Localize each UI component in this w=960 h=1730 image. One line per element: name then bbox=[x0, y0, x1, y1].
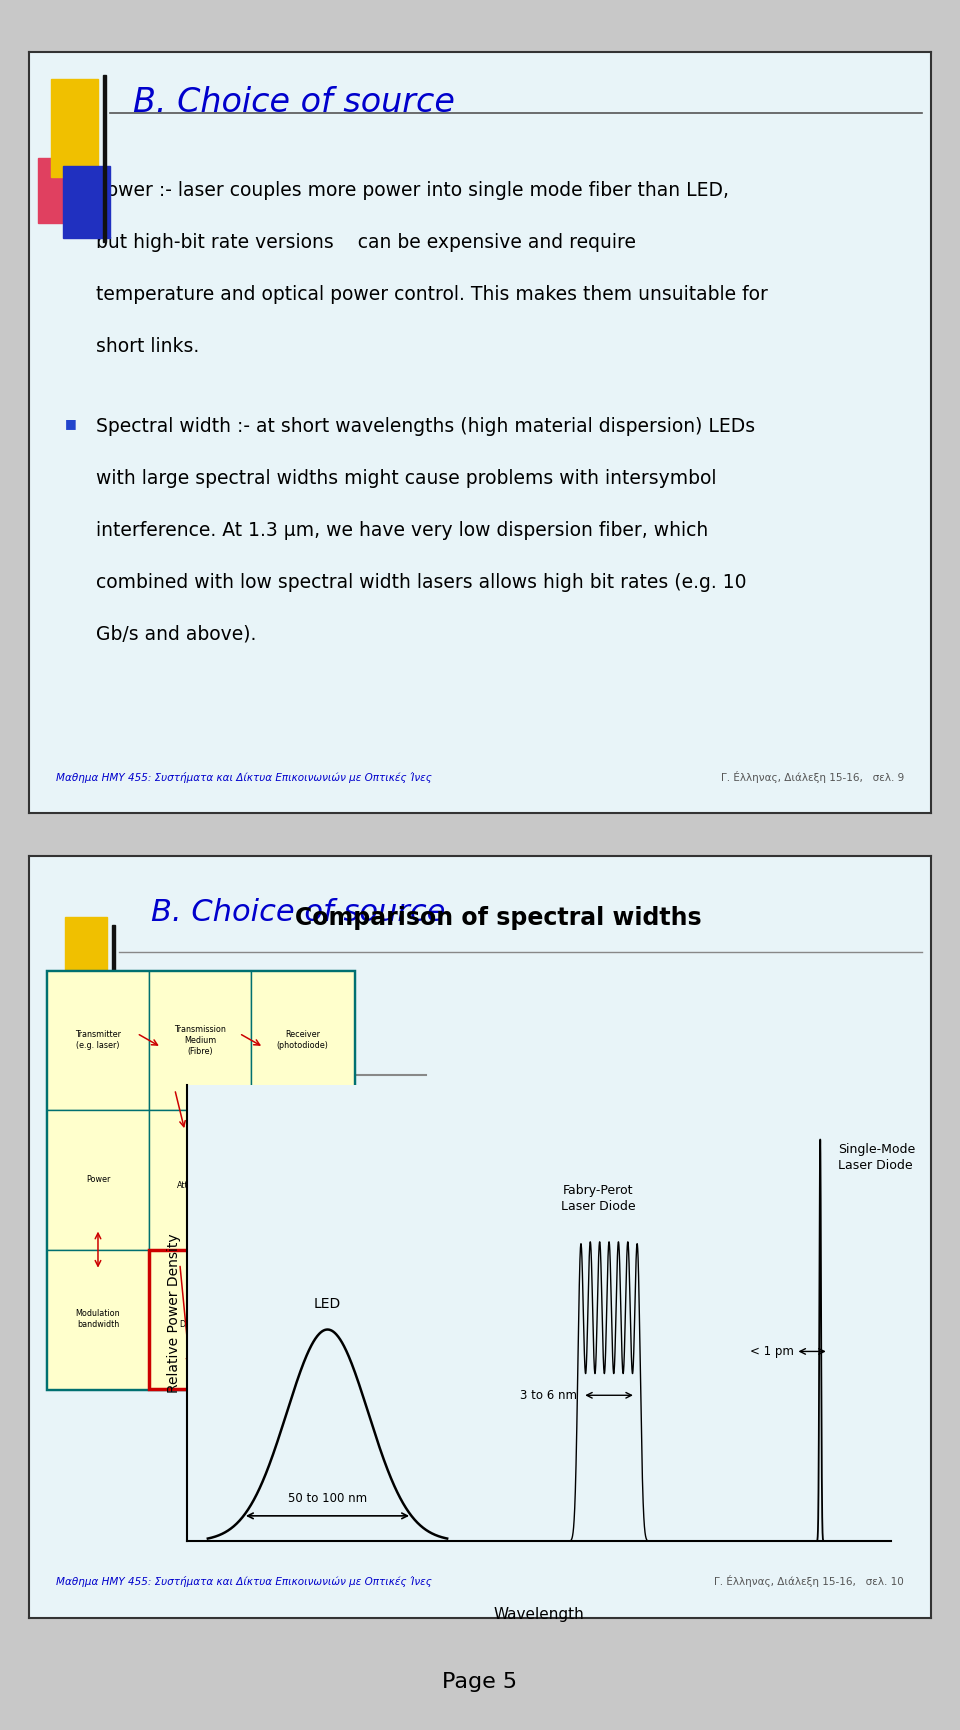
Text: Comparison of spectral widths: Comparison of spectral widths bbox=[295, 907, 702, 929]
Text: short links.: short links. bbox=[96, 337, 200, 356]
Bar bbox=[47, 1111, 149, 1249]
Text: but high-bit rate versions    can be expensive and require: but high-bit rate versions can be expens… bbox=[96, 234, 636, 253]
Text: Γ. Éλληνας, Διάλεξη 15-16,   σελ. 10: Γ. Éλληνας, Διάλεξη 15-16, σελ. 10 bbox=[714, 1574, 904, 1586]
Bar bbox=[47, 971, 149, 1111]
Text: 50 to 100 nm: 50 to 100 nm bbox=[288, 1491, 367, 1505]
Text: < 1 pm: < 1 pm bbox=[750, 1344, 794, 1358]
Bar bbox=[103, 74, 107, 242]
Bar bbox=[37, 159, 82, 223]
Bar bbox=[252, 971, 353, 1111]
Text: Modulation
bandwidth: Modulation bandwidth bbox=[280, 1310, 324, 1329]
Text: Power :- laser couples more power into single mode fiber than LED,: Power :- laser couples more power into s… bbox=[96, 182, 730, 201]
Text: Gb/s and above).: Gb/s and above). bbox=[96, 625, 257, 644]
Text: Mαθημα HMY 455: Συστήματα και Δίκτυα Επικοινωνιών με Οπτικές Ίνες: Mαθημα HMY 455: Συστήματα και Δίκτυα Επι… bbox=[56, 772, 432, 782]
Text: Mαθημα HMY 455: Συστήματα και Δίκτυα Επικοινωνιών με Οπτικές Ίνες: Mαθημα HMY 455: Συστήματα και Δίκτυα Επι… bbox=[56, 1576, 432, 1586]
Text: B. Choice of source: B. Choice of source bbox=[132, 86, 454, 119]
Text: interference. At 1.3 μm, we have very low dispersion fiber, which: interference. At 1.3 μm, we have very lo… bbox=[96, 521, 708, 540]
Bar bbox=[65, 917, 108, 1024]
Bar bbox=[51, 1009, 90, 1069]
Bar bbox=[63, 166, 110, 239]
Text: Single-Mode
Laser Diode: Single-Mode Laser Diode bbox=[838, 1144, 915, 1173]
Text: Spectral width :- at short wavelengths (high material dispersion) LEDs: Spectral width :- at short wavelengths (… bbox=[96, 417, 756, 436]
Text: LED: LED bbox=[314, 1298, 341, 1311]
Text: Modulation
bandwidth: Modulation bandwidth bbox=[76, 1310, 120, 1329]
Bar bbox=[149, 1111, 252, 1249]
Text: ■: ■ bbox=[65, 417, 77, 431]
Text: Power: Power bbox=[85, 1175, 110, 1185]
Bar bbox=[47, 971, 353, 1389]
Text: Page 5: Page 5 bbox=[443, 1673, 517, 1692]
Text: temperature and optical power control. This makes them unsuitable for: temperature and optical power control. T… bbox=[96, 285, 768, 304]
Text: B. Choice of source: B. Choice of source bbox=[151, 898, 445, 927]
Text: λ  Δλ
Dispersion: λ Δλ Dispersion bbox=[180, 1310, 222, 1329]
Text: with large spectral widths might cause problems with intersymbol: with large spectral widths might cause p… bbox=[96, 469, 717, 488]
Text: λ
Attenuation: λ Attenuation bbox=[177, 1169, 224, 1190]
Bar bbox=[52, 78, 98, 178]
Y-axis label: Relative Power Density: Relative Power Density bbox=[167, 1233, 181, 1393]
Bar bbox=[149, 1249, 252, 1389]
Text: Γ. Éλληνας, Διάλεξη 15-16,   σελ. 9: Γ. Éλληνας, Διάλεξη 15-16, σελ. 9 bbox=[721, 770, 904, 782]
Bar bbox=[111, 926, 115, 1092]
Bar bbox=[149, 1249, 252, 1389]
Bar bbox=[252, 1111, 353, 1249]
Text: Wavelength: Wavelength bbox=[493, 1607, 584, 1623]
Text: λ
Sensitivity: λ Sensitivity bbox=[281, 1169, 324, 1190]
Text: Fabry-Perot
Laser Diode: Fabry-Perot Laser Diode bbox=[562, 1183, 636, 1213]
Text: Transmission
Medium
(Fibre): Transmission Medium (Fibre) bbox=[175, 1024, 227, 1055]
Text: ■: ■ bbox=[65, 182, 77, 194]
Bar bbox=[149, 971, 252, 1111]
Text: combined with low spectral width lasers allows high bit rates (e.g. 10: combined with low spectral width lasers … bbox=[96, 573, 747, 592]
Bar bbox=[252, 1249, 353, 1389]
Text: Receiver
(photodiode): Receiver (photodiode) bbox=[276, 1031, 328, 1050]
Text: Transmitter
(e.g. laser): Transmitter (e.g. laser) bbox=[75, 1031, 121, 1050]
Bar bbox=[77, 1016, 120, 1085]
Text: 3 to 6 nm: 3 to 6 nm bbox=[520, 1389, 577, 1401]
Bar bbox=[47, 1249, 149, 1389]
